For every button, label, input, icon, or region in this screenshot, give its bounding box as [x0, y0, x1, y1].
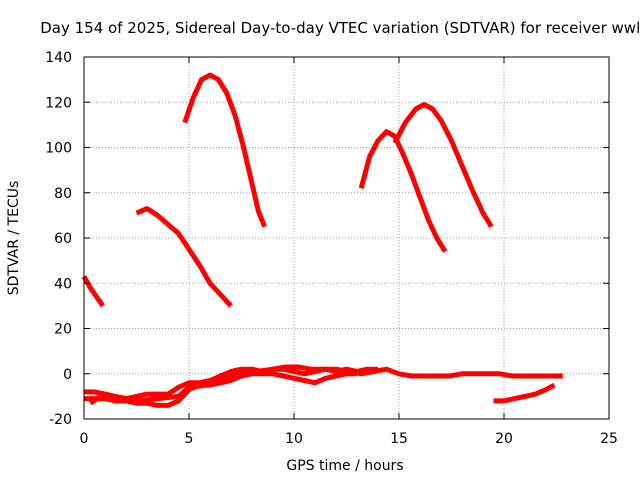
grid	[84, 57, 609, 419]
x-tick-label: 5	[185, 431, 194, 447]
x-tick-label: 15	[390, 431, 408, 447]
y-tick-label: 60	[54, 231, 72, 247]
y-tick-label: -20	[49, 412, 72, 428]
x-tick-label: 10	[285, 431, 303, 447]
y-tick-label: 0	[63, 367, 72, 383]
y-tick-label: 20	[54, 322, 72, 338]
y-tick-label: 120	[45, 95, 72, 111]
data-series	[81, 72, 563, 408]
y-tick-label: 40	[54, 276, 72, 292]
y-tick-label: 80	[54, 186, 72, 202]
x-tick-label: 0	[80, 431, 89, 447]
y-axis-ticks: -20 0 20 40 60 80 100 120 140	[45, 50, 609, 428]
x-tick-label: 20	[495, 431, 513, 447]
series-arc-right-peak-b	[392, 102, 494, 229]
series-arc-right-peak-a	[358, 129, 448, 253]
x-axis-ticks: 0 5 10 15 20 25	[80, 57, 618, 447]
x-axis-label: GPS time / hours	[286, 458, 403, 474]
series-arc-late-rising	[493, 382, 556, 404]
x-tick-label: 25	[600, 431, 618, 447]
series-arc-mid-descending	[135, 206, 233, 308]
series-arc-tall-peak	[182, 72, 267, 228]
series-arc-early-descending	[81, 275, 105, 308]
y-tick-label: 140	[45, 50, 72, 66]
y-axis-label: SDTVAR / TECUs	[6, 181, 22, 296]
series-baseline-3	[88, 364, 563, 406]
chart-title: Day 154 of 2025, Sidereal Day-to-day VTE…	[40, 19, 640, 37]
y-tick-label: 100	[45, 141, 72, 157]
